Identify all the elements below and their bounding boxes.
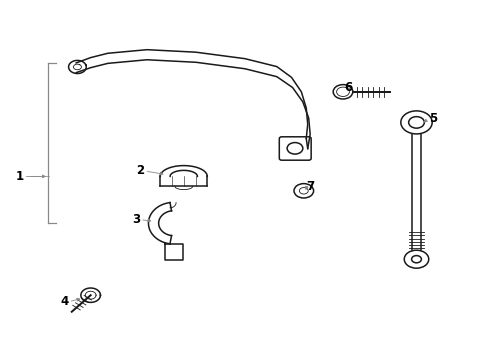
Text: 3: 3 <box>132 213 140 226</box>
Text: 2: 2 <box>136 165 145 177</box>
Text: 1: 1 <box>15 170 24 183</box>
Text: 4: 4 <box>60 295 69 308</box>
Text: 7: 7 <box>307 180 315 193</box>
Text: 6: 6 <box>344 81 352 94</box>
Text: 5: 5 <box>429 112 437 125</box>
